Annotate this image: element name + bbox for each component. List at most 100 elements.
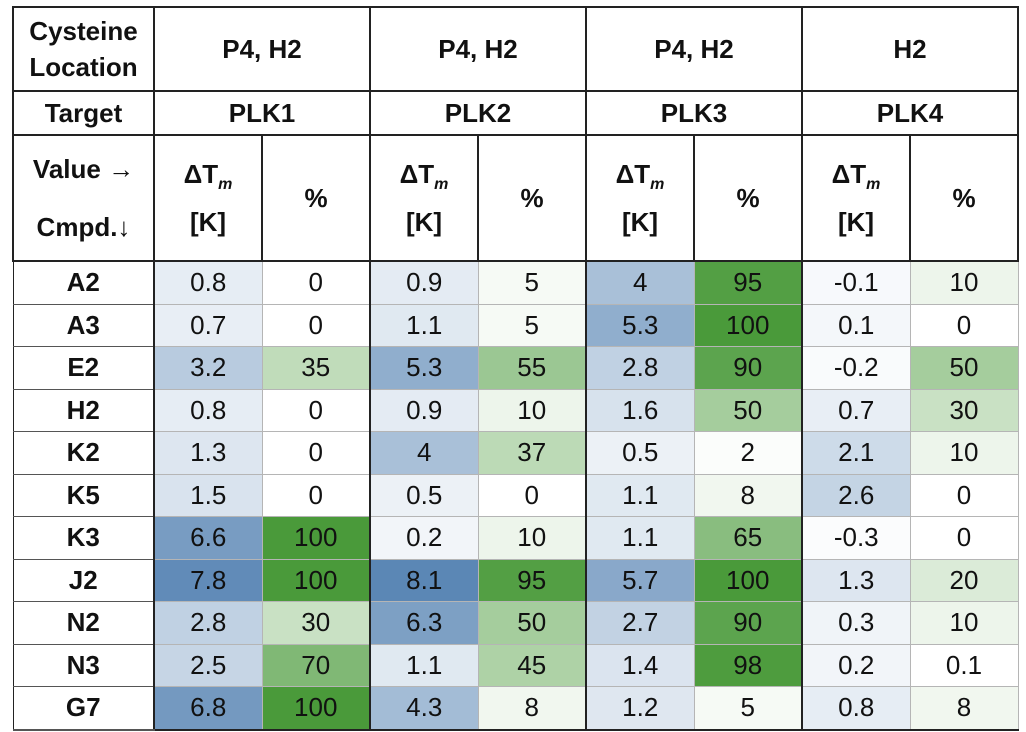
percent-value-cell: 0 — [261, 388, 371, 432]
value-header-row: Value → Cmpd.↓ ΔTm [K]% ΔTm [K]% ΔTm [K]% ΔTm[… — [12, 134, 1019, 262]
dtm-value-cell: 2.5 — [153, 643, 263, 687]
compound-id: G7 — [12, 686, 155, 731]
table-row: N3 2.5 70 1.1 45 1.4 98 0.2 0.1 — [12, 643, 1019, 687]
dtm-value-cell: 0.2 — [369, 516, 479, 560]
dtm-value-cell: 0.8 — [153, 388, 263, 432]
percent-value-cell: 50 — [477, 601, 587, 645]
percent-value-cell: 8 — [909, 686, 1019, 731]
table-row: K5 1.5 0 0.5 0 1.1 8 2.6 0 — [12, 473, 1019, 517]
dtm-subscript: m — [866, 176, 881, 194]
dtm-value-cell: 0.1 — [801, 303, 911, 347]
dtm-symbol-text: ΔT — [615, 159, 651, 190]
dtm-value-cell: 7.8 — [153, 558, 263, 602]
dtm-value-cell: 1.6 — [585, 388, 695, 432]
dtm-unit: [K] — [405, 206, 443, 237]
percent-value-cell: 0 — [261, 473, 371, 517]
dtm-value-cell: 5.3 — [369, 346, 479, 390]
dtm-value-cell: 0.9 — [369, 388, 479, 432]
dtm-subscript: m — [218, 176, 233, 194]
percent-value-cell: 37 — [477, 431, 587, 475]
percent-value-cell: 100 — [261, 558, 371, 602]
percent-value-cell: 2 — [693, 431, 803, 475]
dtm-value-cell: 0.5 — [585, 431, 695, 475]
dtm-value-cell: 0.3 — [801, 601, 911, 645]
cysteine-label-line1: Cysteine — [29, 16, 138, 46]
percent-value-cell: 30 — [909, 388, 1019, 432]
dtm-value-cell: 2.1 — [801, 431, 911, 475]
percent-value-cell: 45 — [477, 643, 587, 687]
dtm-value-cell: -0.2 — [801, 346, 911, 390]
pct-header-2: % — [477, 134, 587, 262]
dtm-value-cell: 1.4 — [585, 643, 695, 687]
location-plk2: P4, H2 — [369, 6, 587, 92]
percent-value-cell: 5 — [477, 260, 587, 305]
pct-header-1: % — [261, 134, 371, 262]
compound-id: N3 — [12, 643, 155, 687]
target-header: Target — [12, 90, 155, 136]
compound-id: J2 — [12, 558, 155, 602]
pct-header-4: % — [909, 134, 1019, 262]
value-label: Value → — [32, 154, 135, 184]
dtm-symbol: ΔTm — [587, 156, 693, 203]
table-row: H2 0.8 0 0.9 10 1.6 50 0.7 30 — [12, 388, 1019, 432]
percent-value-cell: 0 — [909, 303, 1019, 347]
percent-value-cell: 65 — [693, 516, 803, 560]
table-row: K3 6.6 100 0.2 10 1.1 65 -0.3 0 — [12, 516, 1019, 560]
dtm-unit: [K] — [837, 206, 875, 237]
dtm-value-cell: 4 — [585, 260, 695, 305]
compound-id: H2 — [12, 388, 155, 432]
compound-id: N2 — [12, 601, 155, 645]
percent-value-cell: 0 — [477, 473, 587, 517]
target-plk1: PLK1 — [153, 90, 371, 136]
dtm-value-cell: -0.3 — [801, 516, 911, 560]
location-plk1: P4, H2 — [153, 6, 371, 92]
percent-value-cell: 70 — [261, 643, 371, 687]
dtm-value-cell: 0.5 — [369, 473, 479, 517]
table-row: A2 0.8 0 0.9 5 4 95 -0.1 10 — [12, 260, 1019, 305]
percent-value-cell: 100 — [261, 686, 371, 731]
dtm-unit: [K] — [621, 206, 659, 237]
dtm-value-cell: 1.2 — [585, 686, 695, 731]
percent-value-cell: 20 — [909, 558, 1019, 602]
compound-id: A2 — [12, 260, 155, 305]
cysteine-location-row: Cysteine Location P4, H2 P4, H2 P4, H2 H… — [12, 6, 1019, 92]
dtm-value-cell: 5.7 — [585, 558, 695, 602]
percent-value-cell: 10 — [477, 516, 587, 560]
percent-value-cell: 0.1 — [909, 643, 1019, 687]
dtm-value-cell: 0.7 — [153, 303, 263, 347]
dtm-value-cell: 6.6 — [153, 516, 263, 560]
percent-value-cell: 0 — [261, 303, 371, 347]
dtm-value-cell: 2.8 — [585, 346, 695, 390]
percent-value-cell: 95 — [477, 558, 587, 602]
percent-value-cell: 35 — [261, 346, 371, 390]
dtm-value-cell: 2.6 — [801, 473, 911, 517]
data-table-container: Cysteine Location P4, H2 P4, H2 P4, H2 H… — [12, 6, 1019, 731]
dtm-header-4: ΔTm [K] — [801, 134, 911, 262]
percent-value-cell: 10 — [909, 260, 1019, 305]
value-cmpd-header: Value → Cmpd.↓ — [12, 134, 155, 262]
percent-value-cell: 8 — [693, 473, 803, 517]
cysteine-location-header: Cysteine Location — [12, 6, 155, 92]
percent-value-cell: 30 — [261, 601, 371, 645]
table-row: N2 2.8 30 6.3 50 2.7 90 0.3 10 — [12, 601, 1019, 645]
dtm-value-cell: 2.8 — [153, 601, 263, 645]
percent-value-cell: 100 — [693, 558, 803, 602]
dtm-value-cell: 0.2 — [801, 643, 911, 687]
dtm-header-3: ΔTm [K] — [585, 134, 695, 262]
dtm-value-cell: 5.3 — [585, 303, 695, 347]
compound-id: K3 — [12, 516, 155, 560]
dtm-value-cell: 6.8 — [153, 686, 263, 731]
dtm-symbol-text: ΔT — [831, 159, 867, 190]
percent-value-cell: 95 — [693, 260, 803, 305]
dtm-value-cell: 1.3 — [801, 558, 911, 602]
target-plk4: PLK4 — [801, 90, 1019, 136]
target-plk3: PLK3 — [585, 90, 803, 136]
dtm-symbol: ΔTm — [371, 156, 477, 203]
dtm-header-2: ΔTm [K] — [369, 134, 479, 262]
table-row: G7 6.8 100 4.3 8 1.2 5 0.8 8 — [12, 686, 1019, 731]
percent-value-cell: 50 — [693, 388, 803, 432]
percent-value-cell: 8 — [477, 686, 587, 731]
percent-value-cell: 100 — [693, 303, 803, 347]
dtm-value-cell: 0.7 — [801, 388, 911, 432]
dtm-value-cell: 8.1 — [369, 558, 479, 602]
